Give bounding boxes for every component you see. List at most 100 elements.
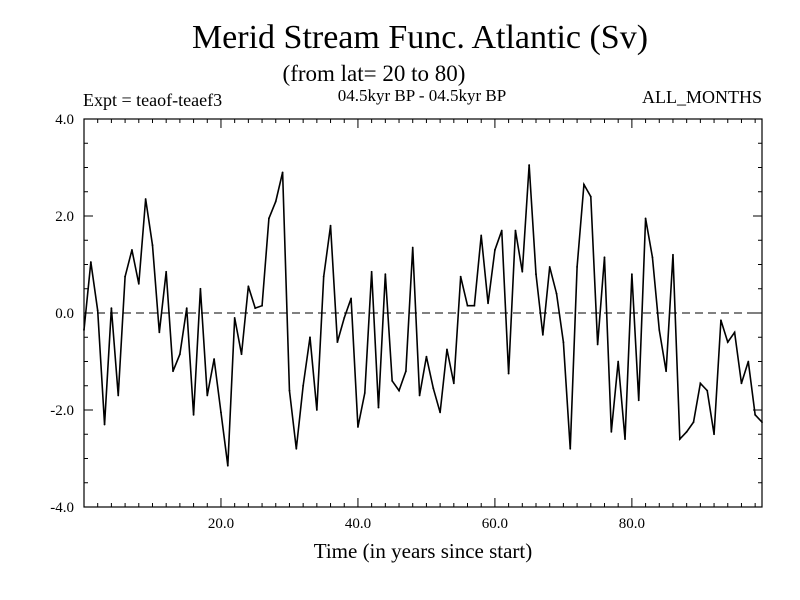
data-point <box>740 382 743 385</box>
data-point <box>83 329 85 331</box>
data-point <box>713 433 715 436</box>
data-point <box>103 423 106 426</box>
data-point <box>315 409 318 411</box>
data-point <box>528 164 531 166</box>
data-point <box>569 447 572 450</box>
data-point <box>624 438 626 440</box>
period-label: 04.5kyr BP - 04.5kyr BP <box>338 86 506 105</box>
data-point <box>384 273 387 276</box>
data-point <box>295 447 298 450</box>
data-point <box>480 234 483 237</box>
data-point <box>685 430 688 433</box>
data-point <box>699 382 702 385</box>
data-point <box>89 261 92 263</box>
data-point <box>665 370 668 373</box>
data-point <box>596 343 599 346</box>
y-tick-label: 4.0 <box>55 112 74 128</box>
data-point <box>117 394 120 397</box>
data-point <box>521 270 524 273</box>
data-point <box>274 200 277 203</box>
data-point <box>233 316 236 319</box>
data-point <box>747 360 750 363</box>
chart-subtitle: (from lat= 20 to 80) <box>283 61 466 86</box>
data-point <box>281 171 284 174</box>
axis-ticks <box>84 119 762 507</box>
data-point <box>144 198 147 200</box>
data-point <box>411 246 414 249</box>
data-point <box>302 384 305 387</box>
data-point <box>185 307 188 310</box>
data-point <box>617 360 620 363</box>
data-point <box>507 372 510 375</box>
data-point <box>206 394 209 397</box>
x-axis-label: Time (in years since start) <box>314 539 533 563</box>
data-point <box>131 249 133 251</box>
data-point <box>165 270 168 273</box>
y-tick-label: -4.0 <box>50 500 74 516</box>
data-point <box>637 399 640 402</box>
data-point <box>439 411 442 414</box>
data-point <box>151 244 154 247</box>
data-point <box>473 304 476 307</box>
data-point <box>158 331 161 334</box>
data-point <box>651 256 654 259</box>
x-tick-label: 40.0 <box>345 516 371 532</box>
data-point <box>706 389 709 392</box>
data-point <box>350 297 352 300</box>
chart-title: Merid Stream Func. Atlantic (Sv) <box>192 19 648 56</box>
data-point <box>761 421 763 424</box>
data-point <box>404 370 407 373</box>
data-point <box>562 341 565 343</box>
data-point <box>192 413 195 416</box>
data-point <box>199 287 202 290</box>
data-point <box>583 183 585 186</box>
x-tick-label: 20.0 <box>208 516 234 532</box>
data-point <box>494 249 496 251</box>
data-point <box>733 331 736 334</box>
data-point <box>644 217 647 220</box>
months-label: ALL_MONTHS <box>642 87 762 107</box>
data-point <box>226 464 229 467</box>
x-tick-label: 80.0 <box>619 516 645 532</box>
data-point <box>336 341 339 343</box>
series-line <box>83 165 763 466</box>
tick-labels: 20.0 40.0 60.0 80.0 -4.0 -2.0 0.0 2.0 4.0 <box>50 112 645 532</box>
data-point <box>541 333 544 336</box>
data-point <box>692 421 695 424</box>
data-point <box>261 304 263 307</box>
data-point <box>548 266 551 268</box>
data-point <box>329 224 332 227</box>
data-point <box>446 348 448 351</box>
experiment-label: Expt = teaof-teaef3 <box>83 90 222 110</box>
data-point <box>576 266 578 268</box>
data-point <box>610 430 613 433</box>
data-point <box>555 292 558 295</box>
y-tick-label: 0.0 <box>55 306 74 322</box>
data-point <box>720 319 722 322</box>
data-point <box>220 411 222 414</box>
data-point <box>589 195 592 198</box>
x-tick-label: 60.0 <box>482 516 508 532</box>
data-point <box>357 426 359 428</box>
data-point <box>630 273 633 276</box>
data-point <box>425 355 428 358</box>
data-point <box>672 253 674 256</box>
data-point <box>452 382 455 385</box>
data-point <box>363 392 366 394</box>
data-point <box>514 229 517 232</box>
data-point <box>247 285 250 288</box>
data-point <box>500 229 503 232</box>
data-point <box>603 256 606 259</box>
data-point <box>96 309 99 312</box>
data-point <box>535 273 537 276</box>
data-point <box>754 413 757 416</box>
data-point <box>432 387 435 390</box>
data-point <box>288 389 291 392</box>
data-point <box>172 370 174 373</box>
data-point <box>398 389 400 392</box>
data-point <box>487 302 489 305</box>
series-points <box>83 164 763 467</box>
data-point <box>343 316 346 319</box>
data-point <box>466 304 469 307</box>
